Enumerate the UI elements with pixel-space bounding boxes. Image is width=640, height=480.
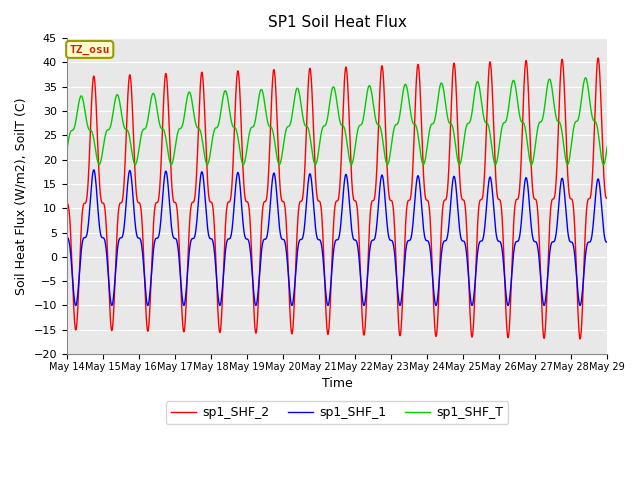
- sp1_SHF_1: [489, 193, 497, 199]
- sp1_SHF_2: [311, 168, 319, 174]
- Legend: sp1_SHF_2, sp1_SHF_1, sp1_SHF_T: sp1_SHF_2, sp1_SHF_1, sp1_SHF_T: [166, 401, 508, 424]
- sp1_SHF_2: [326, 317, 333, 323]
- sp1_SHF_T: [239, 162, 247, 168]
- Title: SP1 Soil Heat Flux: SP1 Soil Heat Flux: [268, 15, 406, 30]
- sp1_SHF_T: [489, 149, 497, 155]
- Line: sp1_SHF_2: sp1_SHF_2: [67, 58, 607, 339]
- sp1_SHF_2: [595, 55, 602, 61]
- sp1_SHF_T: [588, 113, 596, 119]
- sp1_SHF_1: [326, 293, 333, 299]
- sp1_SHF_1: [588, 232, 596, 238]
- sp1_SHF_T: [312, 162, 319, 168]
- Text: TZ_osu: TZ_osu: [70, 44, 110, 55]
- sp1_SHF_T: [326, 100, 333, 106]
- sp1_SHF_2: [588, 184, 596, 190]
- sp1_SHF_1: [90, 167, 98, 173]
- sp1_SHF_2: [90, 75, 98, 81]
- sp1_SHF_1: [604, 240, 611, 245]
- Line: sp1_SHF_1: sp1_SHF_1: [67, 170, 607, 305]
- sp1_SHF_1: [63, 235, 70, 240]
- sp1_SHF_T: [582, 75, 589, 81]
- sp1_SHF_2: [588, 187, 595, 193]
- sp1_SHF_T: [604, 144, 611, 149]
- sp1_SHF_T: [63, 148, 70, 154]
- sp1_SHF_1: [312, 225, 319, 230]
- sp1_SHF_2: [488, 86, 496, 92]
- sp1_SHF_T: [90, 140, 98, 145]
- sp1_SHF_1: [432, 302, 440, 308]
- sp1_SHF_1: [91, 169, 99, 175]
- sp1_SHF_T: [588, 111, 596, 117]
- Y-axis label: Soil Heat Flux (W/m2), SoilT (C): Soil Heat Flux (W/m2), SoilT (C): [15, 97, 28, 295]
- Line: sp1_SHF_T: sp1_SHF_T: [67, 78, 607, 165]
- sp1_SHF_2: [604, 196, 611, 202]
- X-axis label: Time: Time: [321, 377, 353, 390]
- sp1_SHF_2: [576, 336, 584, 342]
- sp1_SHF_1: [588, 234, 596, 240]
- sp1_SHF_2: [63, 201, 70, 206]
